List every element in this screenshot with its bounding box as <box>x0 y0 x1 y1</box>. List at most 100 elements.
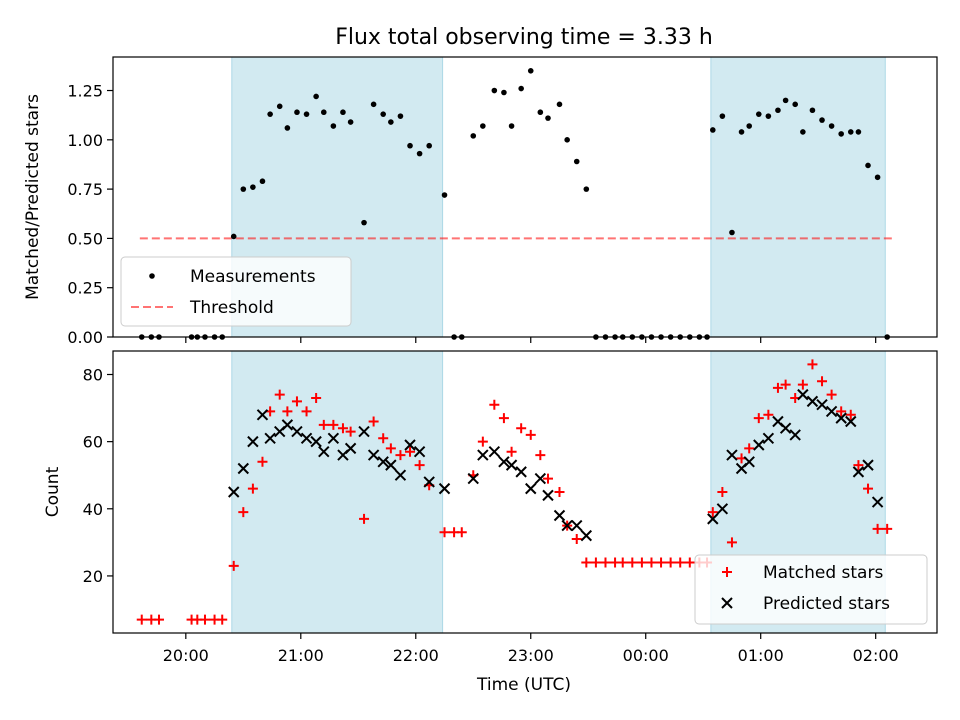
predicted-star-point <box>762 432 775 444</box>
matched-star-point <box>872 523 883 534</box>
measurement-point <box>583 186 590 192</box>
predicted-star-point <box>413 446 426 458</box>
matched-star-point <box>414 460 425 471</box>
measurement-point <box>313 93 319 100</box>
predicted-star-point <box>423 476 435 488</box>
y-tick-label: 1.25 <box>67 82 103 101</box>
matched-star-point <box>817 376 828 387</box>
matched-star-point <box>853 460 864 471</box>
y-tick-label: 80 <box>83 366 103 385</box>
predicted-star-point <box>488 446 501 458</box>
matched-star-point <box>291 396 302 407</box>
measurement-point <box>426 142 432 149</box>
measurement-point <box>800 129 806 135</box>
predicted-star-point <box>498 456 510 468</box>
predicted-star-point <box>344 442 357 455</box>
x-tick-label: 22:00 <box>393 646 439 665</box>
predicted-star-point <box>467 472 479 485</box>
predicted-star-point <box>247 435 259 448</box>
matched-star-point <box>247 483 258 494</box>
measurement-point <box>719 113 726 119</box>
matched-star-point <box>311 393 322 403</box>
matched-star-point <box>368 416 379 427</box>
matched-star-point <box>516 423 527 434</box>
predicted-star-point <box>542 489 554 502</box>
measurement-point <box>267 111 273 117</box>
matched-star-point <box>318 419 329 430</box>
matched-star-point <box>646 557 657 568</box>
measurement-point <box>508 123 515 129</box>
measurement-point <box>746 123 753 129</box>
count-panel-xlabel: Time (UTC) <box>476 675 571 695</box>
matched-star-point <box>863 483 874 494</box>
matched-star-point <box>542 473 553 484</box>
x-tick-label: 00:00 <box>623 646 669 665</box>
measurement-point <box>518 85 524 92</box>
measurement-point <box>738 129 745 135</box>
legend-measurements-label: Measurements <box>190 267 316 287</box>
predicted-star-point <box>310 435 322 448</box>
predicted-star-point <box>580 529 593 542</box>
measurement-point <box>230 233 237 240</box>
measurement-point <box>380 111 386 117</box>
predicted-star-point <box>394 469 407 481</box>
measurement-point <box>330 123 337 129</box>
measurement-point <box>388 119 394 125</box>
matched-star-point <box>590 557 601 568</box>
predicted-star-point <box>825 405 838 418</box>
legend-box <box>120 256 352 327</box>
matched-star-point <box>506 446 517 457</box>
matched-star-point <box>328 419 339 430</box>
legend-box <box>694 554 928 625</box>
predicted-star-point <box>707 513 719 525</box>
plot-frame <box>112 350 938 634</box>
matched-star-point <box>359 513 370 524</box>
matched-star-point <box>274 389 285 400</box>
legend-threshold-label: Threshold <box>189 298 274 318</box>
legend-matched-marker <box>722 567 732 577</box>
measurement-point <box>340 109 346 116</box>
predicted-star-point <box>505 459 518 471</box>
matched-star-point <box>600 557 611 568</box>
measurement-point <box>838 131 844 137</box>
predicted-star-point <box>318 446 330 458</box>
matched-star-point <box>581 557 592 568</box>
matched-star-point <box>627 557 638 568</box>
measurement-point <box>370 101 377 108</box>
predicted-star-point <box>871 496 884 508</box>
legend-measurement-marker <box>149 273 155 279</box>
measurement-point <box>809 107 816 114</box>
measurement-point <box>347 119 354 125</box>
shaded-interval-2 <box>710 56 886 338</box>
matched-star-point <box>489 399 500 410</box>
matched-star-point <box>439 527 450 538</box>
predicted-star-point <box>852 466 865 478</box>
measurement-point <box>441 192 448 198</box>
predicted-star-point <box>228 486 240 498</box>
matched-star-point <box>228 560 239 571</box>
matched-star-point <box>707 507 718 518</box>
measurement-point <box>284 125 291 131</box>
measurement-point <box>792 101 798 108</box>
matched-star-point <box>665 557 676 568</box>
predicted-star-point <box>281 419 294 431</box>
measurement-point <box>828 123 835 129</box>
predicted-star-point <box>515 466 527 478</box>
predicted-star-point <box>797 388 809 401</box>
x-tick-label: 21:00 <box>278 646 324 665</box>
shaded-interval-1 <box>231 350 444 634</box>
matched-star-point <box>753 413 764 424</box>
measurement-point <box>320 109 327 116</box>
measurement-point <box>527 68 534 74</box>
measurement-point <box>573 158 580 165</box>
matched-star-point <box>217 614 228 625</box>
matched-star-point <box>684 557 695 568</box>
measurement-point <box>501 89 507 96</box>
legend-matched-label: Matched stars <box>763 563 883 583</box>
count-panel: 20 40 60 80 20:00 21:00 22:00 23:00 00:00 01:00 02… <box>43 350 938 695</box>
matched-star-point <box>535 450 546 461</box>
matched-star-point <box>717 487 728 497</box>
predicted-star-point <box>237 462 250 475</box>
y-tick-label: 0.50 <box>67 229 103 248</box>
